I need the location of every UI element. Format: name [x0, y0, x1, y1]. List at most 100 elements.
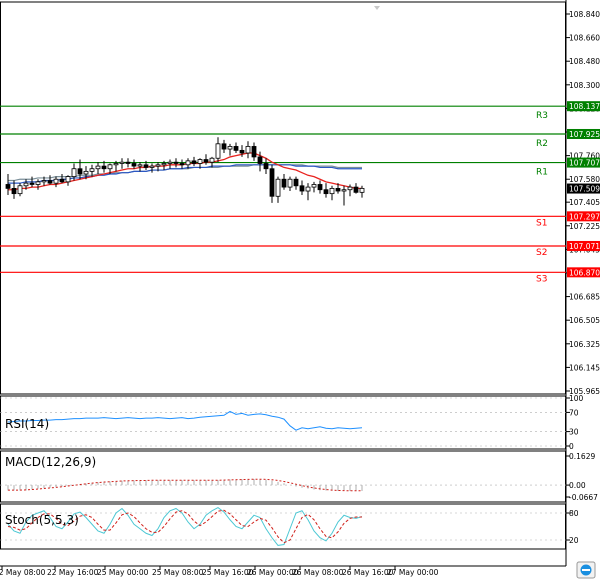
candle-body [329, 188, 335, 195]
level-price-label: 108.137 [569, 102, 600, 111]
level-price-label: 107.925 [569, 130, 600, 139]
macd-tick-label: 0.1629 [569, 452, 595, 461]
time-tick-label: 22 May 08:00 [0, 568, 46, 577]
time-tick-label: 27 May 00:00 [387, 568, 439, 577]
candle-body [299, 185, 305, 192]
candle-body [5, 184, 11, 189]
candle-body [95, 165, 101, 170]
candle-body [155, 164, 161, 167]
current-price-box [567, 183, 600, 194]
candle-body [29, 182, 35, 185]
candle-body [245, 146, 251, 154]
price-tick-label: 105.965 [569, 387, 600, 396]
moving-average-gray [8, 164, 362, 182]
candle-body [17, 185, 23, 195]
price-tick-label: 106.505 [569, 316, 600, 325]
candle-body [59, 178, 65, 183]
rsi-line [7, 410, 363, 431]
macd-title: MACD(12,26,9) [5, 455, 96, 469]
price-tick-label: 107.760 [569, 152, 600, 161]
time-tick-label: 26 May 00:00 [247, 568, 299, 577]
level-price-box [567, 128, 600, 139]
candle-body [263, 163, 269, 170]
rsi-tick-label: 100 [569, 394, 584, 403]
candle-body [203, 159, 209, 163]
candle-body [41, 180, 47, 183]
candle-body [53, 178, 59, 184]
candle-body [197, 159, 203, 164]
level-price-label: 107.707 [569, 159, 600, 168]
triangle-down-icon [374, 6, 380, 10]
time-tick-label: 26 May 08:00 [292, 568, 344, 577]
main-panel-frame [0, 1, 566, 395]
level-price-box [567, 211, 600, 222]
rsi-panel-frame [0, 395, 566, 450]
candle-body [221, 143, 227, 150]
rsi-tick-label: 70 [569, 408, 579, 417]
time-tick-label: 22 May 16:00 [47, 568, 99, 577]
level-name-s2: S2 [536, 248, 547, 258]
candle-body [293, 178, 299, 187]
moving-average-red [8, 152, 362, 191]
current-price-label: 107.509 [569, 185, 600, 194]
price-tick-label: 106.145 [569, 363, 600, 372]
level-price-box [567, 101, 600, 112]
candle-body [137, 164, 143, 167]
candle-body [11, 188, 17, 195]
stoch-panel-frame [0, 503, 566, 550]
candle-body [287, 178, 293, 188]
level-price-box [567, 240, 600, 251]
candle-body [71, 168, 77, 178]
stoch-signal-line [7, 509, 362, 544]
candle-body [167, 161, 173, 164]
price-tick-label: 108.840 [569, 10, 600, 19]
candle-body [191, 160, 197, 164]
stoch-main-line [7, 507, 363, 546]
candle-body [107, 164, 113, 170]
candle-body [251, 146, 257, 158]
candle-body [83, 170, 89, 175]
price-tick-label: 108.660 [569, 34, 600, 43]
candle-body [125, 161, 131, 164]
candle-body [35, 181, 41, 185]
level-price-label: 107.071 [569, 242, 600, 251]
candle-body [65, 176, 71, 183]
stoch-tick-label: 20 [569, 536, 579, 545]
macd-tick-label: -0.0667 [569, 493, 598, 502]
price-tick-label: 106.685 [569, 293, 600, 302]
candle-body [317, 184, 323, 191]
level-price-label: 106.870 [569, 268, 600, 277]
candle-body [77, 168, 83, 175]
candle-body [89, 168, 95, 172]
level-name-s3: S3 [536, 274, 547, 284]
candle-body [185, 160, 191, 166]
candle-body [341, 189, 347, 192]
candle-body [323, 189, 329, 195]
level-name-s1: S1 [536, 218, 547, 228]
time-tick-label: 25 May 16:00 [202, 568, 254, 577]
price-tick-label: 108.480 [569, 57, 600, 66]
candle-body [347, 186, 353, 191]
candle-body [311, 184, 317, 188]
candle-body [209, 157, 215, 163]
candle-body [179, 163, 185, 166]
candle-body [215, 143, 221, 159]
scroll-to-end-icon[interactable] [576, 561, 596, 579]
candle-body [227, 146, 233, 150]
price-tick-label: 107.405 [569, 198, 600, 207]
macd-signal-line [8, 478, 362, 492]
rsi-tick-label: 0 [569, 442, 574, 451]
price-tick-label: 107.580 [569, 175, 600, 184]
candle-body [149, 165, 155, 168]
candle-body [353, 186, 359, 193]
price-tick-label: 108.300 [569, 81, 600, 90]
price-tick-label: 107.225 [569, 222, 600, 231]
level-price-box [567, 267, 600, 278]
stoch-tick-label: 80 [569, 509, 579, 518]
level-price-box [567, 157, 600, 168]
candle-body [23, 182, 29, 187]
candle-body [335, 188, 341, 192]
candle-body [269, 168, 275, 197]
candle-body [257, 156, 263, 164]
